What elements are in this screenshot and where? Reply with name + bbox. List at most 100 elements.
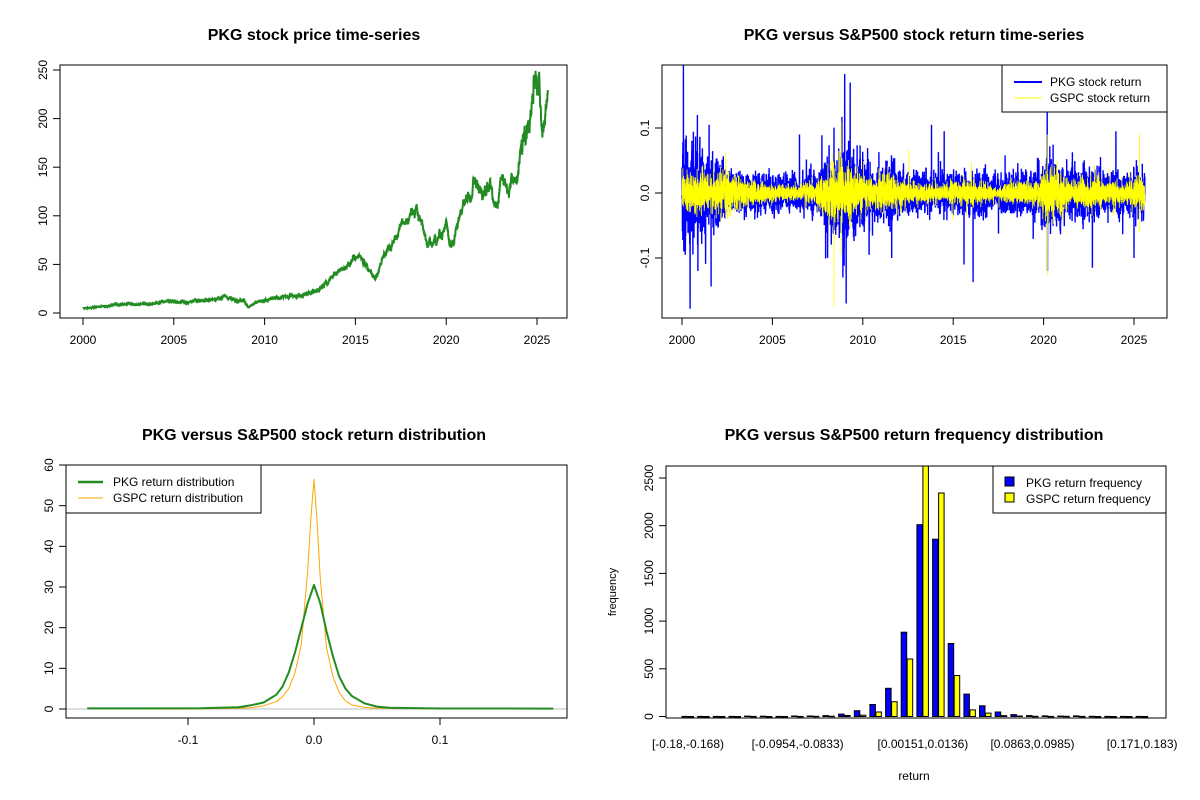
gspc-bar	[875, 711, 882, 717]
x-tick-label: [0.171,0.183)	[1107, 737, 1178, 751]
pkg-bar	[697, 715, 704, 718]
pkg-bar	[963, 693, 970, 717]
gspc-bar	[687, 716, 694, 718]
gspc-bar	[922, 465, 929, 717]
panel-density: PKG versus S&P500 stock return distribut…	[42, 427, 568, 747]
pkg-bar	[1104, 715, 1111, 718]
legend: PKG return distribution GSPC return dist…	[65, 464, 262, 514]
gspc-bar	[953, 675, 961, 717]
gspc-return-line	[681, 121, 1146, 307]
x-tick-label: 2005	[759, 333, 786, 347]
y-tick-label: 0.0	[638, 184, 652, 201]
pkg-bar	[979, 705, 986, 717]
gspc-bar	[750, 715, 757, 718]
chart-title: PKG versus S&P500 stock return distribut…	[142, 427, 486, 444]
y-tick-label: 60	[42, 458, 56, 472]
pkg-bar	[775, 715, 782, 718]
panel-returns: PKG versus S&P500 stock return time-seri…	[638, 27, 1168, 347]
gspc-bar	[812, 715, 820, 718]
pkg-bar	[728, 715, 735, 718]
gspc-bar	[797, 715, 804, 718]
pkg-bar	[744, 715, 751, 718]
y-tick-label: 30	[42, 580, 56, 594]
y-tick-label: -0.1	[638, 247, 652, 268]
legend-label-pkg: PKG stock return	[1050, 75, 1141, 89]
panel-price: PKG stock price time-series 2000 2005 2010…	[36, 27, 568, 347]
pkg-bar	[853, 710, 861, 718]
legend: PKG return frequency GSPC return frequen…	[992, 465, 1167, 514]
y-tick-label: 0	[42, 705, 56, 712]
pkg-bar	[806, 715, 814, 717]
pkg-bar	[869, 704, 876, 717]
chart-title: PKG versus S&P500 stock return time-seri…	[744, 27, 1085, 44]
pkg-bar	[1120, 715, 1127, 718]
gspc-bar	[1016, 715, 1023, 717]
x-tick-label: 2020	[1030, 333, 1057, 347]
pkg-bar	[1026, 715, 1033, 717]
x-tick-label: 2000	[70, 333, 97, 347]
x-tick-label: 2015	[342, 333, 369, 347]
y-tick-label: 20	[42, 621, 56, 635]
pkg-bar	[1057, 715, 1064, 718]
gspc-bar	[1000, 715, 1008, 718]
gspc-bar	[859, 714, 867, 718]
pkg-bar	[822, 715, 829, 717]
legend-swatch-pkg	[1004, 476, 1015, 487]
y-tick-label: 2500	[642, 464, 656, 491]
plot-frame	[661, 64, 1168, 319]
plot-frame	[65, 464, 568, 719]
y-tick-label: 0	[36, 309, 50, 316]
y-tick-label: 1000	[642, 607, 656, 634]
y-tick-label: 50	[36, 257, 50, 271]
pkg-bar	[1135, 715, 1143, 718]
gspc-bar	[734, 716, 741, 718]
legend-label-pkg: PKG return frequency	[1026, 476, 1142, 490]
gspc-bar	[1110, 716, 1117, 718]
y-tick-label: 50	[42, 499, 56, 513]
gspc-bar	[703, 716, 710, 718]
gspc-bar	[1063, 715, 1070, 718]
legend-label-pkg: PKG return distribution	[113, 475, 234, 489]
plot-frame	[665, 465, 1167, 719]
pkg-bar	[838, 713, 845, 717]
gspc-bar	[844, 715, 851, 717]
x-tick-label: 2025	[524, 333, 551, 347]
chart-title: PKG versus S&P500 return frequency distr…	[725, 427, 1104, 444]
pkg-bar	[1041, 715, 1049, 718]
price-line	[82, 70, 549, 311]
pkg-bar	[1088, 715, 1096, 718]
gspc-bar	[781, 716, 788, 718]
gspc-bar	[891, 701, 898, 718]
legend-box	[992, 465, 1167, 514]
legend-label-gspc: GSPC return frequency	[1026, 492, 1151, 506]
x-tick-label: [-0.18,-0.168)	[652, 737, 724, 751]
pkg-bar	[916, 524, 923, 718]
pkg-bar	[712, 715, 720, 718]
pkg-density-line	[87, 584, 554, 710]
gspc-bar	[765, 716, 773, 718]
y-tick-label: 40	[42, 539, 56, 553]
gspc-bar	[906, 658, 914, 717]
x-tick-label: 0.0	[306, 733, 323, 747]
x-tick-label: 2000	[669, 333, 696, 347]
y-tick-label: 2000	[642, 512, 656, 539]
pkg-bar	[681, 715, 688, 718]
pkg-bar	[1073, 715, 1080, 718]
legend: PKG stock return GSPC stock return	[1001, 64, 1168, 113]
x-tick-label: 2010	[849, 333, 876, 347]
x-tick-label: -0.1	[178, 733, 199, 747]
gspc-density-line	[150, 478, 478, 710]
gspc-bar	[1126, 716, 1133, 718]
gspc-bar	[985, 712, 992, 717]
y-tick-label: 500	[642, 658, 656, 678]
gspc-bar	[969, 709, 976, 718]
gspc-bar	[1032, 715, 1039, 718]
y-tick-label: 200	[36, 108, 50, 128]
legend-box	[1001, 64, 1168, 113]
gspc-bar	[718, 716, 726, 718]
pkg-bar	[885, 687, 892, 717]
pkg-bar	[932, 538, 939, 718]
gspc-bar	[1047, 715, 1055, 718]
